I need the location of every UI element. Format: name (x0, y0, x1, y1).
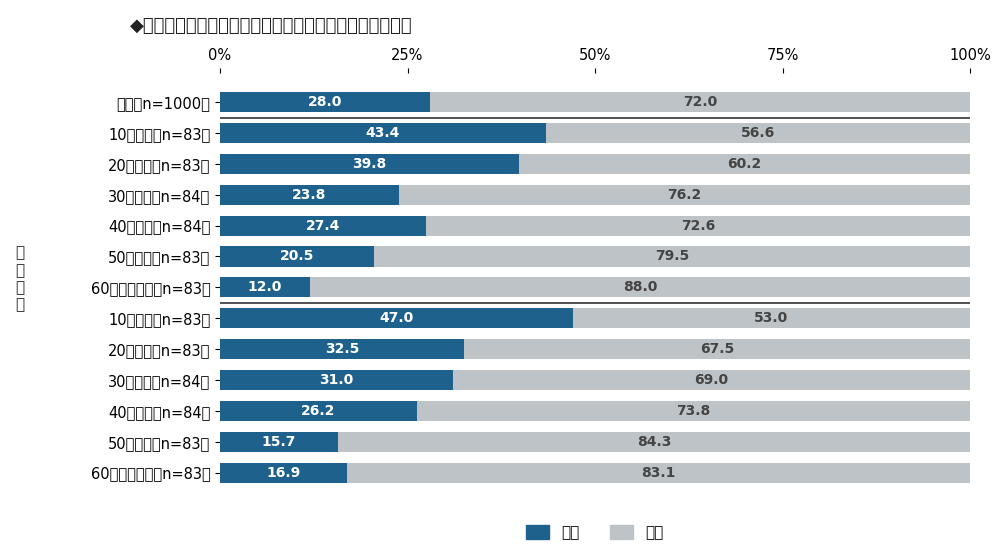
Text: 69.0: 69.0 (694, 373, 728, 387)
Bar (220, 123, 546, 143)
Text: 性
年
代
別: 性 年 代 別 (15, 246, 25, 312)
Text: 43.4: 43.4 (366, 126, 400, 140)
Bar (220, 247, 374, 267)
Text: 32.5: 32.5 (325, 342, 359, 356)
Bar (220, 185, 398, 205)
Text: 47.0: 47.0 (379, 311, 413, 325)
Bar (374, 247, 970, 267)
Bar (220, 370, 452, 390)
Text: 72.0: 72.0 (683, 95, 717, 109)
Bar (220, 92, 430, 112)
Bar (572, 308, 970, 328)
Text: 72.6: 72.6 (681, 219, 715, 233)
Text: 56.6: 56.6 (741, 126, 775, 140)
Text: 16.9: 16.9 (266, 465, 300, 480)
Text: 31.0: 31.0 (319, 373, 353, 387)
Bar (220, 308, 572, 328)
Bar (398, 185, 970, 205)
Bar (220, 432, 338, 452)
Text: 88.0: 88.0 (623, 280, 657, 295)
Text: 53.0: 53.0 (754, 311, 788, 325)
Bar (430, 92, 970, 112)
Text: 23.8: 23.8 (292, 187, 326, 202)
Text: 27.4: 27.4 (306, 219, 340, 233)
Text: 39.8: 39.8 (352, 157, 386, 171)
Bar (338, 432, 970, 452)
Text: 12.0: 12.0 (248, 280, 282, 295)
Bar (347, 463, 970, 483)
Bar (220, 277, 310, 297)
Bar (426, 215, 970, 235)
Text: 84.3: 84.3 (637, 435, 671, 449)
Text: 67.5: 67.5 (700, 342, 734, 356)
Bar (220, 463, 347, 483)
Legend: ある, ない: ある, ない (520, 519, 670, 546)
Bar (464, 339, 970, 359)
Text: 60.2: 60.2 (727, 157, 761, 171)
Text: 26.2: 26.2 (301, 404, 335, 418)
Bar (220, 215, 426, 235)
Text: 73.8: 73.8 (676, 404, 710, 418)
Bar (310, 277, 970, 297)
Text: 76.2: 76.2 (667, 187, 701, 202)
Text: 83.1: 83.1 (641, 465, 676, 480)
Bar (416, 401, 970, 421)
Text: 20.5: 20.5 (280, 249, 314, 263)
Text: 79.5: 79.5 (655, 249, 689, 263)
Text: 28.0: 28.0 (308, 95, 342, 109)
Bar (220, 339, 464, 359)
Bar (220, 154, 518, 174)
Bar (546, 123, 970, 143)
Bar (220, 401, 416, 421)
Bar (452, 370, 970, 390)
Text: ◆自身が熱中症になったことがあるか　［単一回答形式］: ◆自身が熱中症になったことがあるか ［単一回答形式］ (130, 17, 413, 35)
Text: 15.7: 15.7 (262, 435, 296, 449)
Bar (518, 154, 970, 174)
